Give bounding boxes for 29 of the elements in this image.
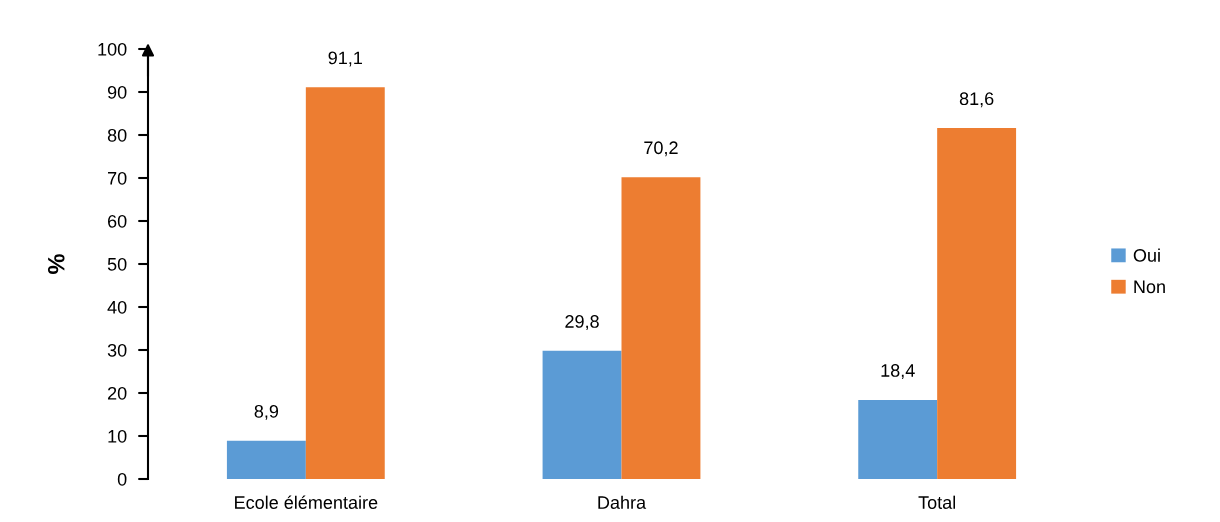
y-tick-label: 90 — [107, 85, 127, 99]
data-label: 91,1 — [328, 51, 362, 67]
bar — [226, 440, 306, 479]
x-tick-label: Total — [918, 495, 956, 509]
bar — [621, 177, 701, 479]
bar — [937, 128, 1017, 479]
y-tick-label: 40 — [107, 300, 127, 314]
bar — [858, 399, 938, 479]
y-tick-label: 10 — [108, 429, 127, 443]
y-tick-label: 0 — [117, 472, 127, 486]
y-tick-label: 50 — [107, 257, 127, 271]
data-label: 70,2 — [644, 141, 678, 157]
data-label: 18,4 — [881, 364, 915, 379]
y-tick-label: 70 — [108, 171, 127, 185]
x-tick-label: Dahra — [598, 495, 647, 509]
bar — [542, 350, 622, 479]
y-tick-label: 60 — [108, 214, 127, 228]
y-tick-label: 30 — [107, 343, 127, 357]
y-tick-label: 80 — [107, 128, 127, 142]
y-tick-label: 100 — [98, 42, 127, 56]
y-tick-label: 20 — [107, 386, 127, 400]
data-label: 81,6 — [959, 92, 994, 108]
legend-label: Oui — [1133, 248, 1160, 262]
legend-label: Non — [1134, 280, 1165, 294]
data-label: 8,9 — [254, 404, 279, 420]
x-tick-label: Ecole élémentaire — [235, 495, 378, 509]
bar — [305, 87, 385, 479]
y-axis-title: % — [47, 254, 65, 274]
data-label: 29,8 — [565, 315, 599, 330]
